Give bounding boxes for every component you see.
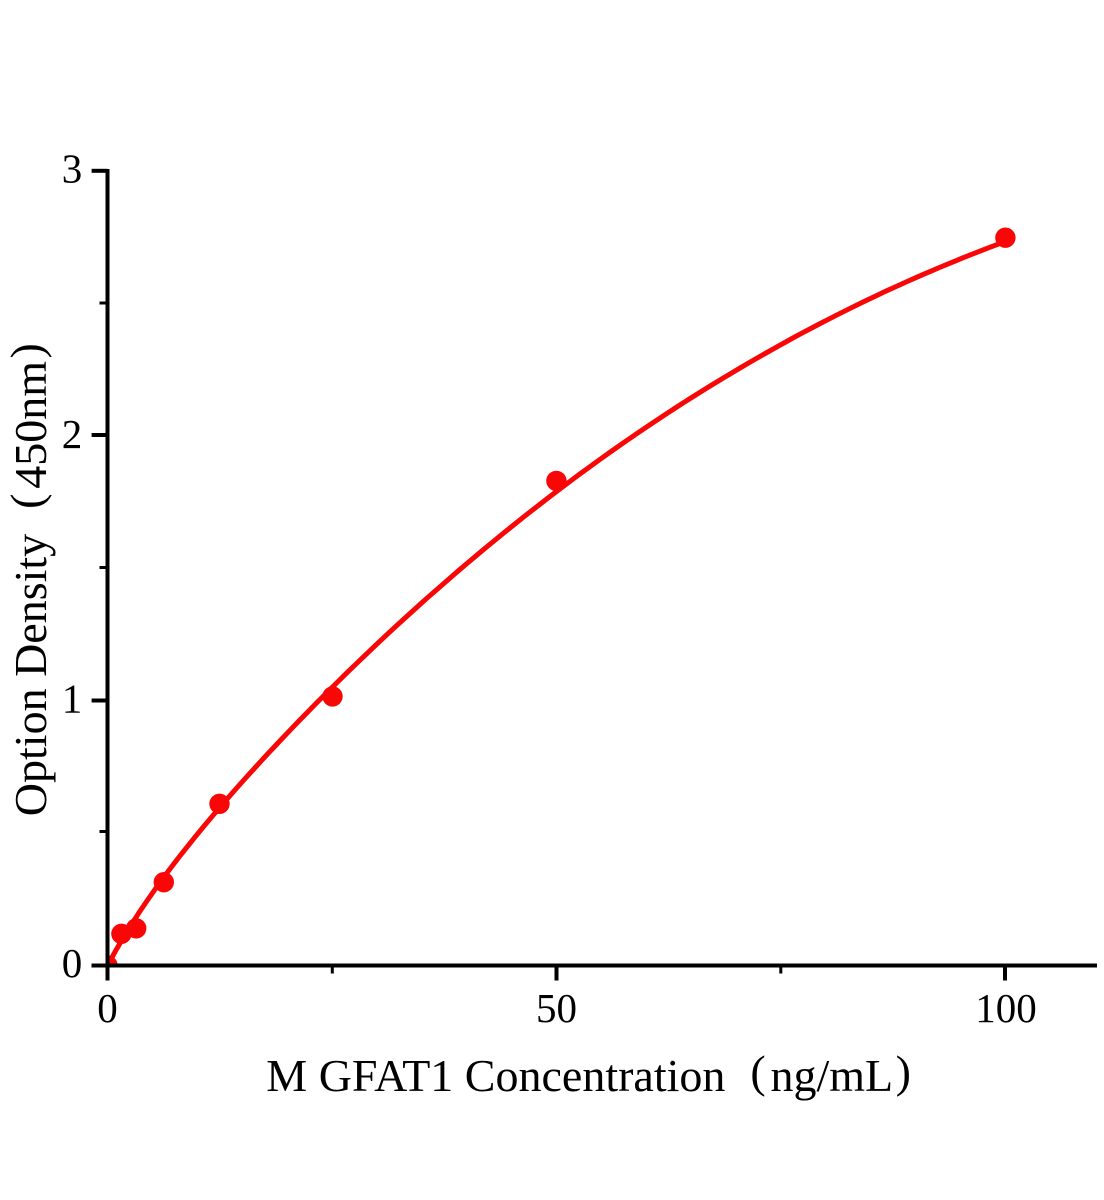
svg-text:1: 1 — [62, 676, 83, 722]
svg-text:3: 3 — [62, 146, 83, 192]
svg-text:M GFAT1 Concentration(ng/mL): M GFAT1 Concentration(ng/mL) — [266, 1046, 911, 1101]
svg-text:0: 0 — [97, 985, 118, 1031]
svg-text:50: 50 — [536, 985, 577, 1031]
svg-text:Option Density(450nm): Option Density(450nm) — [1, 343, 56, 816]
svg-text:0: 0 — [62, 940, 83, 986]
svg-text:100: 100 — [975, 985, 1037, 1031]
svg-text:2: 2 — [62, 411, 83, 457]
